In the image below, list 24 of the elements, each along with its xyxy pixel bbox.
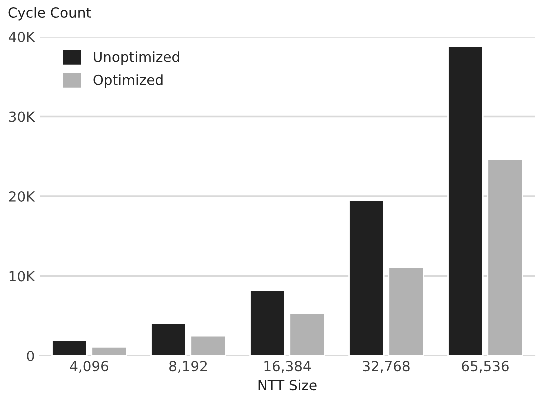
- legend-label: Optimized: [94, 74, 163, 88]
- bar: [388, 266, 424, 356]
- x-tick-label: 8,192: [170, 361, 207, 374]
- y-tick-label: 20K: [9, 191, 36, 202]
- x-tick-label: 32,768: [363, 361, 410, 374]
- bar: [52, 340, 88, 356]
- x-tick-label: 4,096: [70, 361, 109, 374]
- x-tick-label: 16,384: [264, 361, 312, 374]
- legend-label: Unoptimized: [94, 52, 180, 66]
- bar: [91, 346, 128, 356]
- bar: [250, 290, 286, 356]
- bar: [190, 335, 226, 356]
- y-tick-label: 40K: [9, 32, 36, 42]
- y-tick-label: 0: [27, 350, 34, 362]
- bar: [289, 313, 326, 356]
- bar: [150, 322, 187, 356]
- y-axis-title: Cycle Count: [8, 7, 92, 21]
- y-tick-label: 10K: [10, 271, 36, 282]
- y-tick-label: 30K: [9, 112, 36, 122]
- x-axis-title: NTT Size: [258, 380, 317, 391]
- x-tick-label: 65,536: [462, 361, 509, 374]
- bar: [487, 159, 524, 356]
- bar: [448, 46, 484, 356]
- bar: [348, 200, 385, 356]
